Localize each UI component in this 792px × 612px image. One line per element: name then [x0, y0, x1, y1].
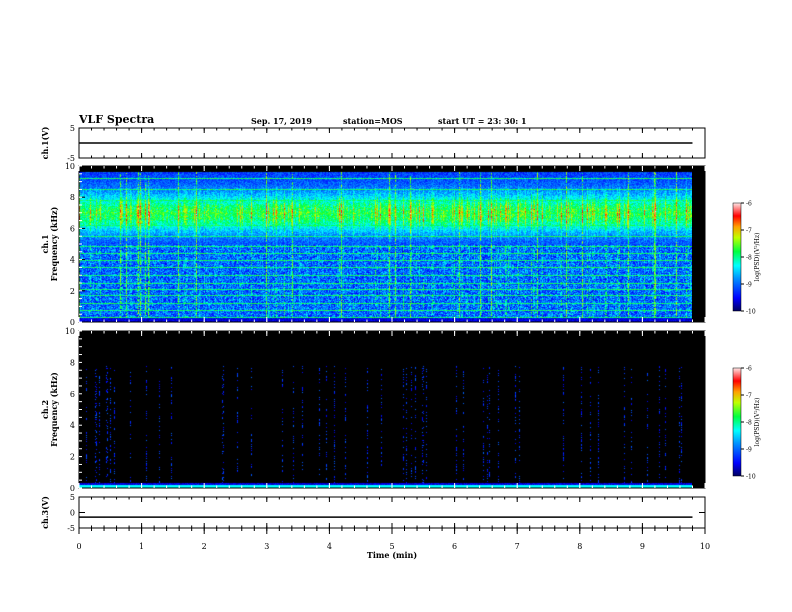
date-label: Sep. 17, 2019 [251, 116, 312, 126]
ch1-ylabel: Frequency (kHz) [49, 206, 59, 281]
x-tick-label: 10 [700, 542, 710, 551]
ch1-ytick-label: 4 [70, 256, 75, 265]
x-tick-label: 7 [515, 542, 520, 551]
figure-title: VLF Spectra [79, 113, 155, 126]
ch1-ytick-label: 2 [70, 287, 75, 296]
x-tick-label: 4 [327, 542, 332, 551]
start-time-label: start UT = 23: 30: 1 [438, 116, 527, 126]
ch2-spectrogram [79, 331, 692, 488]
x-tick-label: 5 [389, 542, 394, 551]
ch2-ylabel: Frequency (kHz) [49, 372, 59, 447]
ch3v-ylabel: ch.3(V) [40, 496, 50, 529]
ch3v-ytick-label: 0 [70, 509, 75, 518]
ch2-colorbar-tick-label: -8 [746, 420, 752, 427]
x-tick-label: 8 [577, 542, 582, 551]
ch3v-ytick-label: -5 [67, 524, 75, 533]
ch1-ytick-label: 6 [70, 224, 75, 233]
ch2-ytick-label: 2 [70, 453, 75, 462]
x-tick-label: 1 [139, 542, 144, 551]
ch1-colorbar [732, 202, 742, 312]
x-tick-label: 9 [640, 542, 645, 551]
ch1v-ytick-label: -5 [67, 154, 75, 163]
ch1-spectrogram [79, 166, 692, 322]
x-tick-label: 0 [76, 542, 81, 551]
ch1-colorbar-tick-label: -7 [746, 228, 752, 235]
ch1-ytick-label: 0 [70, 318, 75, 327]
ch2-ylabel: ch.2 [40, 400, 50, 419]
ch1-ytick-label: 8 [70, 193, 75, 202]
ch2-colorbar-tick-label: -10 [746, 474, 756, 481]
ch2-ytick-label: 0 [70, 484, 75, 493]
ch1-ylabel: ch.1 [40, 234, 50, 253]
ch1-colorbar-tick-label: -9 [746, 282, 752, 289]
station-label: station=MOS [343, 116, 403, 126]
ch1-colorbar-label: log(PSD)(V²/Hz) [754, 233, 761, 282]
ch1-colorbar-tick-label: -10 [746, 309, 756, 316]
ch1v-ytick-label: 5 [70, 124, 75, 133]
ch2-ytick-label: 8 [70, 358, 75, 367]
ch2-colorbar [732, 367, 742, 477]
x-tick-label: 3 [264, 542, 269, 551]
x-tick-label: 6 [452, 542, 457, 551]
ch2-colorbar-label: log(PSD)(V²/Hz) [754, 398, 761, 447]
x-tick-label: 2 [202, 542, 207, 551]
ch2-ytick-label: 10 [65, 327, 75, 336]
ch3v-ytick-label: 5 [70, 493, 75, 502]
ch1v-ylabel: ch.1(V) [40, 126, 50, 159]
ch2-ytick-label: 4 [70, 421, 75, 430]
ch1-colorbar-tick-label: -8 [746, 255, 752, 262]
ch1-colorbar-tick-label: -6 [746, 201, 752, 208]
ch2-colorbar-tick-label: -7 [746, 393, 752, 400]
ch2-colorbar-tick-label: -6 [746, 366, 752, 373]
ch1-ytick-label: 10 [65, 162, 75, 171]
ch2-ytick-label: 6 [70, 390, 75, 399]
x-axis-label: Time (min) [367, 550, 417, 560]
ch2-colorbar-tick-label: -9 [746, 447, 752, 454]
